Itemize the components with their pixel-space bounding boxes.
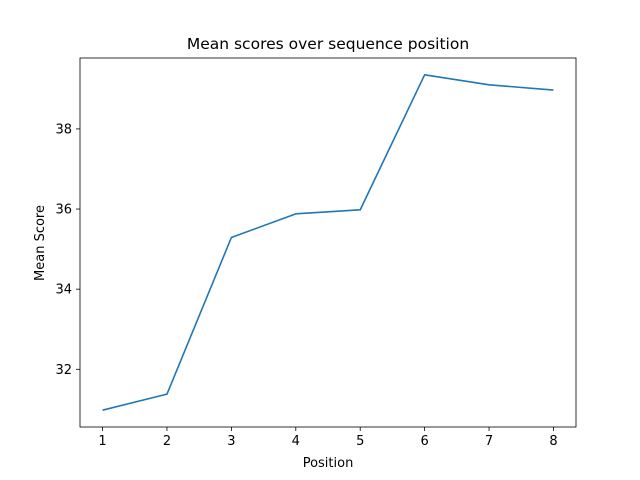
y-axis-label: Mean Score: [33, 205, 48, 281]
plot-area: [79, 57, 577, 428]
x-tick-label: 8: [549, 434, 557, 449]
y-tick-label: 36: [55, 203, 72, 218]
x-tick-label: 5: [356, 434, 364, 449]
y-tick-label: 32: [55, 363, 72, 378]
y-axis: 32 34 36 38: [55, 122, 80, 378]
x-axis-label: Position: [303, 456, 354, 471]
y-tick-label: 38: [55, 122, 72, 137]
x-tick-label: 3: [227, 434, 235, 449]
series-line: [102, 74, 554, 411]
x-tick-label: 1: [98, 434, 106, 449]
x-tick-label: 7: [485, 434, 493, 449]
x-tick-label: 6: [420, 434, 428, 449]
chart-title: Mean scores over sequence position: [187, 35, 469, 53]
x-tick-label: 4: [292, 434, 300, 449]
y-tick-label: 34: [55, 283, 72, 298]
series-layer: [102, 74, 554, 411]
x-axis: 1 2 3 4 5 6 7 8: [98, 427, 558, 449]
x-tick-label: 2: [163, 434, 171, 449]
